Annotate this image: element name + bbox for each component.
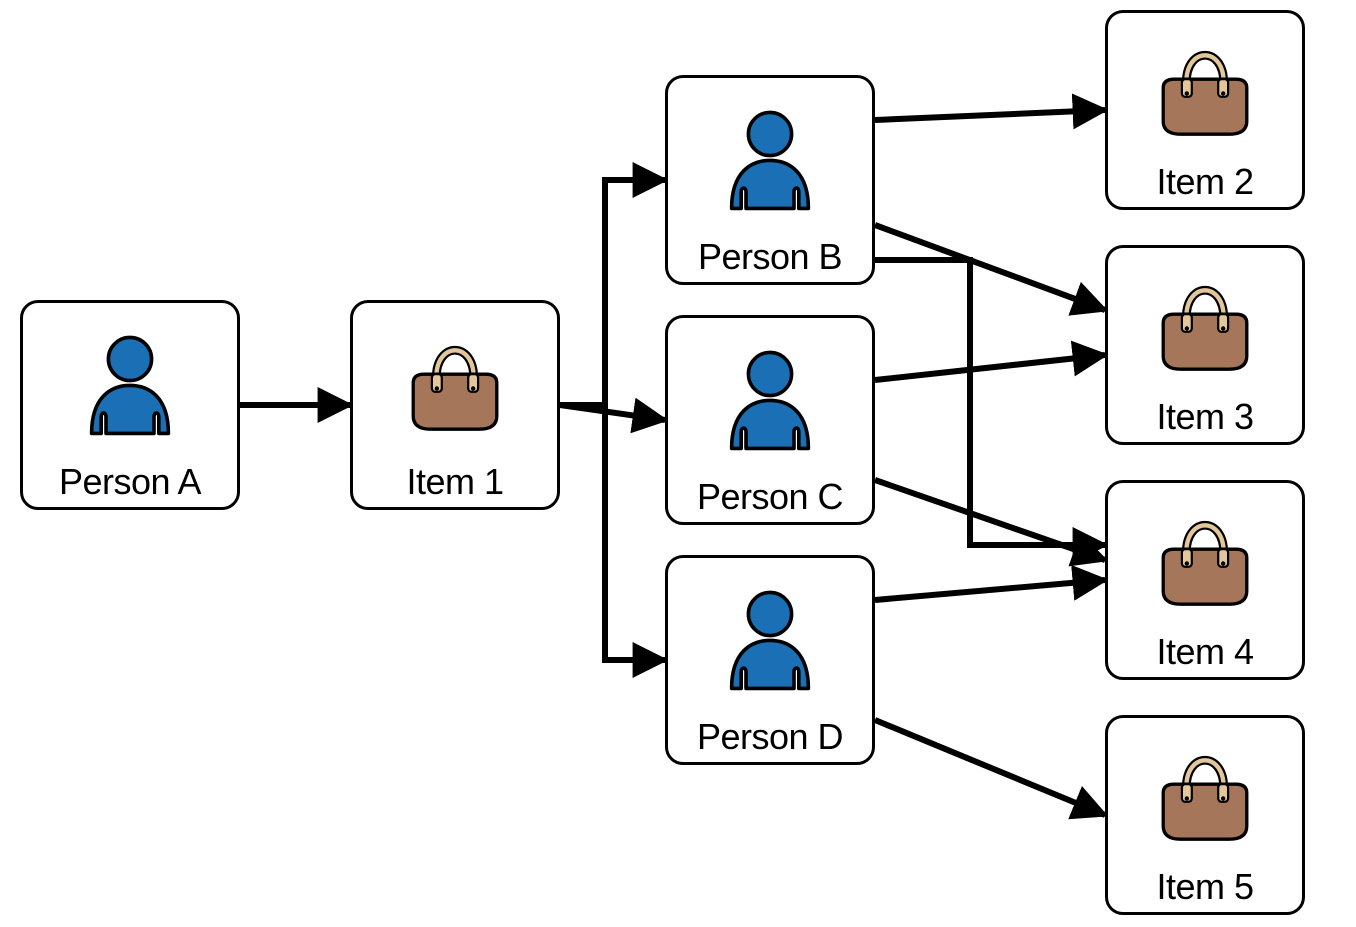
edge-item1-personC	[560, 405, 665, 420]
node-personB: Person B	[665, 75, 875, 285]
node-label: Item 3	[1156, 398, 1253, 436]
edge-personB-item3	[875, 225, 1105, 310]
edge-item1-personB	[560, 180, 665, 405]
edge-personC-item3	[875, 355, 1105, 380]
node-personC: Person C	[665, 315, 875, 525]
person-icon	[70, 303, 190, 463]
diagram-stage: Person A Item 1 Person B Person C Person…	[0, 0, 1356, 927]
node-item5: Item 5	[1105, 715, 1305, 915]
edge-item1-personD	[560, 405, 665, 660]
edge-personC-item4	[875, 480, 1105, 560]
bag-icon	[400, 303, 510, 463]
node-label: Person C	[697, 478, 843, 516]
node-item4: Item 4	[1105, 480, 1305, 680]
bag-icon	[1150, 718, 1260, 868]
node-item2: Item 2	[1105, 10, 1305, 210]
bag-icon	[1150, 13, 1260, 163]
node-label: Person A	[59, 463, 201, 501]
node-label: Item 2	[1156, 163, 1253, 201]
person-icon	[710, 318, 830, 478]
bag-icon	[1150, 483, 1260, 633]
edge-personD-item5	[875, 720, 1105, 815]
node-label: Item 1	[406, 463, 503, 501]
edge-personB-item4	[875, 260, 1105, 545]
node-label: Item 5	[1156, 868, 1253, 906]
node-item3: Item 3	[1105, 245, 1305, 445]
node-label: Person D	[697, 718, 843, 756]
edge-personD-item4	[875, 580, 1105, 600]
person-icon	[710, 558, 830, 718]
bag-icon	[1150, 248, 1260, 398]
node-label: Person B	[698, 238, 842, 276]
person-icon	[710, 78, 830, 238]
node-personA: Person A	[20, 300, 240, 510]
node-item1: Item 1	[350, 300, 560, 510]
node-personD: Person D	[665, 555, 875, 765]
node-label: Item 4	[1156, 633, 1253, 671]
edge-personB-item2	[875, 110, 1105, 120]
